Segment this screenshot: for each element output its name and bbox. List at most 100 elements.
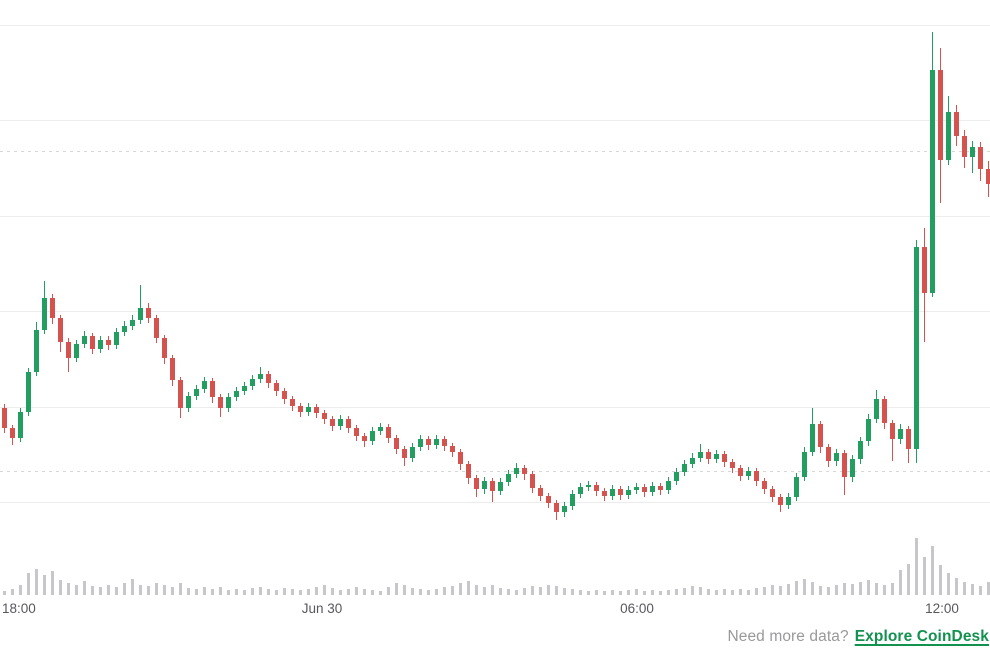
volume-bar bbox=[451, 586, 454, 595]
candle-body bbox=[698, 452, 703, 458]
candle-body bbox=[866, 419, 871, 441]
volume-bar bbox=[411, 588, 414, 595]
volume-bar bbox=[507, 589, 510, 595]
gridlines bbox=[0, 25, 990, 503]
candle-body bbox=[458, 452, 463, 464]
volume-bar bbox=[595, 590, 598, 595]
candle-body bbox=[578, 487, 583, 494]
candle-body bbox=[842, 453, 847, 477]
candle-body bbox=[978, 147, 983, 169]
candle-body bbox=[954, 112, 959, 136]
volume-bar bbox=[715, 590, 718, 595]
candle-body bbox=[410, 447, 415, 458]
explore-coindesk-link[interactable]: Explore CoinDesk bbox=[854, 628, 989, 645]
volume-bar bbox=[491, 585, 494, 595]
volume-bar bbox=[435, 589, 438, 595]
candle-body bbox=[18, 412, 23, 438]
candle-body bbox=[546, 496, 551, 503]
candle-body bbox=[26, 372, 31, 412]
candle-body bbox=[202, 381, 207, 389]
candle-body bbox=[386, 427, 391, 438]
candle-body bbox=[162, 338, 167, 358]
candle-body bbox=[786, 497, 791, 505]
volume-bar bbox=[651, 590, 654, 595]
candle-body bbox=[266, 374, 271, 383]
volume-bar bbox=[563, 588, 566, 595]
candle-body bbox=[474, 478, 479, 489]
volume-bar bbox=[211, 589, 214, 595]
footer-note: Need more data? Explore CoinDesk bbox=[727, 628, 989, 646]
candle-body bbox=[962, 136, 967, 157]
candle-body bbox=[882, 399, 887, 423]
footer-prompt: Need more data? bbox=[727, 628, 849, 645]
volume-bar bbox=[11, 589, 14, 595]
candle-body bbox=[114, 332, 119, 345]
volume-bars bbox=[3, 538, 990, 595]
candle-body bbox=[922, 247, 927, 293]
volume-bar bbox=[51, 571, 54, 595]
candle-body bbox=[666, 481, 671, 490]
candle-body bbox=[818, 424, 823, 447]
volume-bar bbox=[723, 589, 726, 595]
volume-bar bbox=[115, 587, 118, 595]
volume-bar bbox=[931, 546, 934, 595]
candle-body bbox=[178, 380, 183, 408]
candle-body bbox=[146, 308, 151, 318]
candle-body bbox=[690, 458, 695, 464]
candle-body bbox=[762, 481, 767, 489]
volume-bar bbox=[971, 584, 974, 595]
volume-bar bbox=[547, 585, 550, 595]
volume-bar bbox=[851, 584, 854, 595]
candle-body bbox=[906, 429, 911, 449]
volume-bar bbox=[99, 587, 102, 595]
candle-body bbox=[874, 399, 879, 419]
volume-bar bbox=[323, 585, 326, 595]
candle-body bbox=[290, 399, 295, 406]
volume-bar bbox=[219, 587, 222, 595]
candle-body bbox=[210, 381, 215, 397]
volume-bar bbox=[131, 579, 134, 595]
candle-body bbox=[74, 344, 79, 358]
candle-body bbox=[298, 406, 303, 412]
candle-body bbox=[218, 397, 223, 408]
volume-bar bbox=[475, 585, 478, 595]
candle-body bbox=[362, 436, 367, 441]
volume-bar bbox=[163, 585, 166, 595]
candle-body bbox=[122, 326, 127, 332]
candle-body bbox=[250, 379, 255, 386]
candle-body bbox=[402, 449, 407, 458]
volume-bar bbox=[667, 590, 670, 595]
candle-body bbox=[154, 318, 159, 338]
candle-body bbox=[258, 374, 263, 379]
volume-bar bbox=[251, 588, 254, 595]
candle-body bbox=[234, 391, 239, 397]
candles bbox=[2, 32, 990, 520]
volume-bar bbox=[515, 590, 518, 595]
volume-bar bbox=[555, 586, 558, 595]
candle-body bbox=[714, 454, 719, 459]
candle-body bbox=[618, 489, 623, 495]
candle-body bbox=[226, 397, 231, 408]
candle-body bbox=[970, 147, 975, 157]
x-axis-tick-label: Jun 30 bbox=[302, 601, 343, 616]
volume-bar bbox=[963, 582, 966, 595]
candle-body bbox=[10, 428, 15, 438]
candle-body bbox=[594, 485, 599, 491]
candle-body bbox=[930, 70, 935, 293]
volume-bar bbox=[499, 588, 502, 595]
candle-body bbox=[738, 468, 743, 476]
candle-body bbox=[834, 453, 839, 461]
volume-bar bbox=[787, 584, 790, 595]
volume-bar bbox=[819, 586, 822, 595]
candle-body bbox=[562, 506, 567, 512]
volume-bar bbox=[27, 573, 30, 595]
candle-body bbox=[370, 431, 375, 441]
candle-body bbox=[450, 446, 455, 452]
candle-body bbox=[658, 486, 663, 490]
volume-bar bbox=[947, 573, 950, 595]
candle-body bbox=[554, 503, 559, 512]
candlestick-chart[interactable]: 18:00 Jun 30 06:00 12:00 bbox=[0, 0, 990, 622]
volume-bar bbox=[387, 587, 390, 595]
volume-bar bbox=[443, 587, 446, 595]
